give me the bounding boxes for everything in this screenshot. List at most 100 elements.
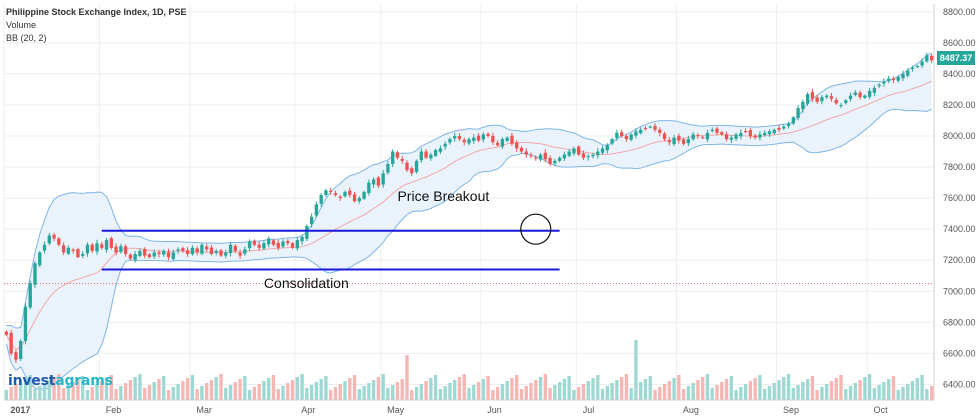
volume-bar — [290, 380, 295, 400]
volume-bar — [200, 386, 204, 400]
volume-bar — [190, 375, 195, 400]
candle-body — [433, 149, 438, 156]
candle-body — [572, 148, 576, 154]
candle-body — [777, 127, 781, 130]
candle-body — [123, 246, 128, 255]
volume-bar — [772, 383, 776, 400]
candle-body — [405, 162, 409, 171]
candle-body — [147, 254, 152, 258]
volume-bar — [825, 384, 829, 400]
candle-body — [329, 190, 333, 192]
volume-bar — [119, 386, 123, 400]
volume-bar — [138, 374, 142, 400]
volume-bar — [71, 382, 75, 400]
volume-bar — [591, 378, 595, 400]
candle-body — [495, 142, 500, 146]
volume-bar — [720, 382, 724, 400]
candle-body — [758, 134, 762, 138]
volume-bar — [867, 374, 872, 400]
candle-body — [424, 151, 428, 158]
candle-body — [639, 129, 643, 134]
volume-bar — [839, 375, 843, 400]
candle-body — [715, 128, 719, 133]
y-tick-label: 8200.00 — [943, 100, 976, 110]
volume-bar — [66, 385, 71, 400]
volume-bar — [796, 385, 800, 400]
candle-body — [615, 132, 619, 138]
candle-body — [705, 132, 710, 140]
volume-bar — [362, 386, 366, 400]
candle-body — [553, 160, 557, 164]
volume-bar — [47, 380, 51, 400]
candle-body — [47, 235, 51, 244]
volume-bar — [410, 390, 414, 400]
legend-volume: Volume — [6, 20, 37, 30]
volume-bar — [848, 386, 853, 400]
volume-bar — [829, 381, 834, 400]
bollinger-basis-line — [5, 80, 932, 350]
candle-body — [128, 254, 133, 259]
candle-body — [662, 133, 667, 140]
candle-body — [14, 352, 18, 360]
candle-body — [672, 137, 676, 145]
volume-bar — [233, 382, 237, 400]
candle-body — [491, 136, 495, 143]
volume-bar — [300, 374, 304, 400]
volume-bar — [629, 388, 633, 400]
volume-bar — [901, 387, 905, 400]
candle-body — [109, 238, 113, 248]
candle-body — [486, 133, 490, 136]
candle-body — [591, 154, 595, 157]
candle-body — [796, 108, 800, 118]
volume-bar — [486, 376, 490, 400]
chart-legend: Philippine Stock Exchange Index, 1D, PSE… — [6, 6, 187, 45]
candle-body — [858, 92, 862, 98]
volume-bar — [14, 384, 18, 400]
volume-bar — [95, 384, 99, 400]
candle-body — [844, 100, 848, 104]
candle-body — [896, 76, 900, 81]
candle-body — [247, 241, 252, 249]
volume-bar — [219, 374, 223, 400]
candle-body — [453, 136, 457, 139]
candle-body — [267, 238, 271, 245]
volume-bar — [281, 386, 285, 400]
volume-bar — [357, 389, 361, 400]
volume-bar — [152, 382, 156, 400]
volume-bar — [462, 374, 466, 400]
volume-bar — [510, 378, 514, 400]
volume-bar — [734, 390, 738, 400]
volume-bar — [348, 378, 352, 400]
volume-bar — [610, 383, 614, 400]
volume-bar — [877, 385, 881, 400]
candle-body — [171, 252, 175, 259]
volume-bar — [214, 377, 218, 400]
volume-bar — [457, 377, 462, 400]
volume-bar — [639, 382, 643, 400]
candle-body — [185, 250, 190, 255]
candle-body — [314, 204, 319, 216]
candle-body — [839, 104, 843, 106]
volume-bar — [109, 375, 113, 400]
volume-bar — [906, 384, 910, 400]
volume-bar — [672, 378, 676, 400]
candle-body — [743, 131, 748, 133]
x-tick-label: Apr — [301, 405, 315, 415]
candle-body — [38, 252, 42, 266]
y-tick-label: 6600.00 — [943, 348, 976, 358]
volume-bar — [9, 387, 13, 400]
candle-body — [57, 238, 61, 245]
breakout-circle — [520, 213, 552, 245]
volume-bar — [705, 374, 710, 400]
volume-bar — [171, 387, 175, 400]
candle-body — [386, 163, 390, 173]
candle-body — [119, 246, 123, 252]
volume-bar — [419, 384, 423, 400]
volume-bar — [572, 390, 576, 400]
volume-bar — [448, 383, 452, 400]
candle-body — [290, 243, 295, 248]
candle-body — [619, 132, 624, 136]
candle-body — [577, 146, 581, 155]
volume-bar — [166, 390, 171, 400]
